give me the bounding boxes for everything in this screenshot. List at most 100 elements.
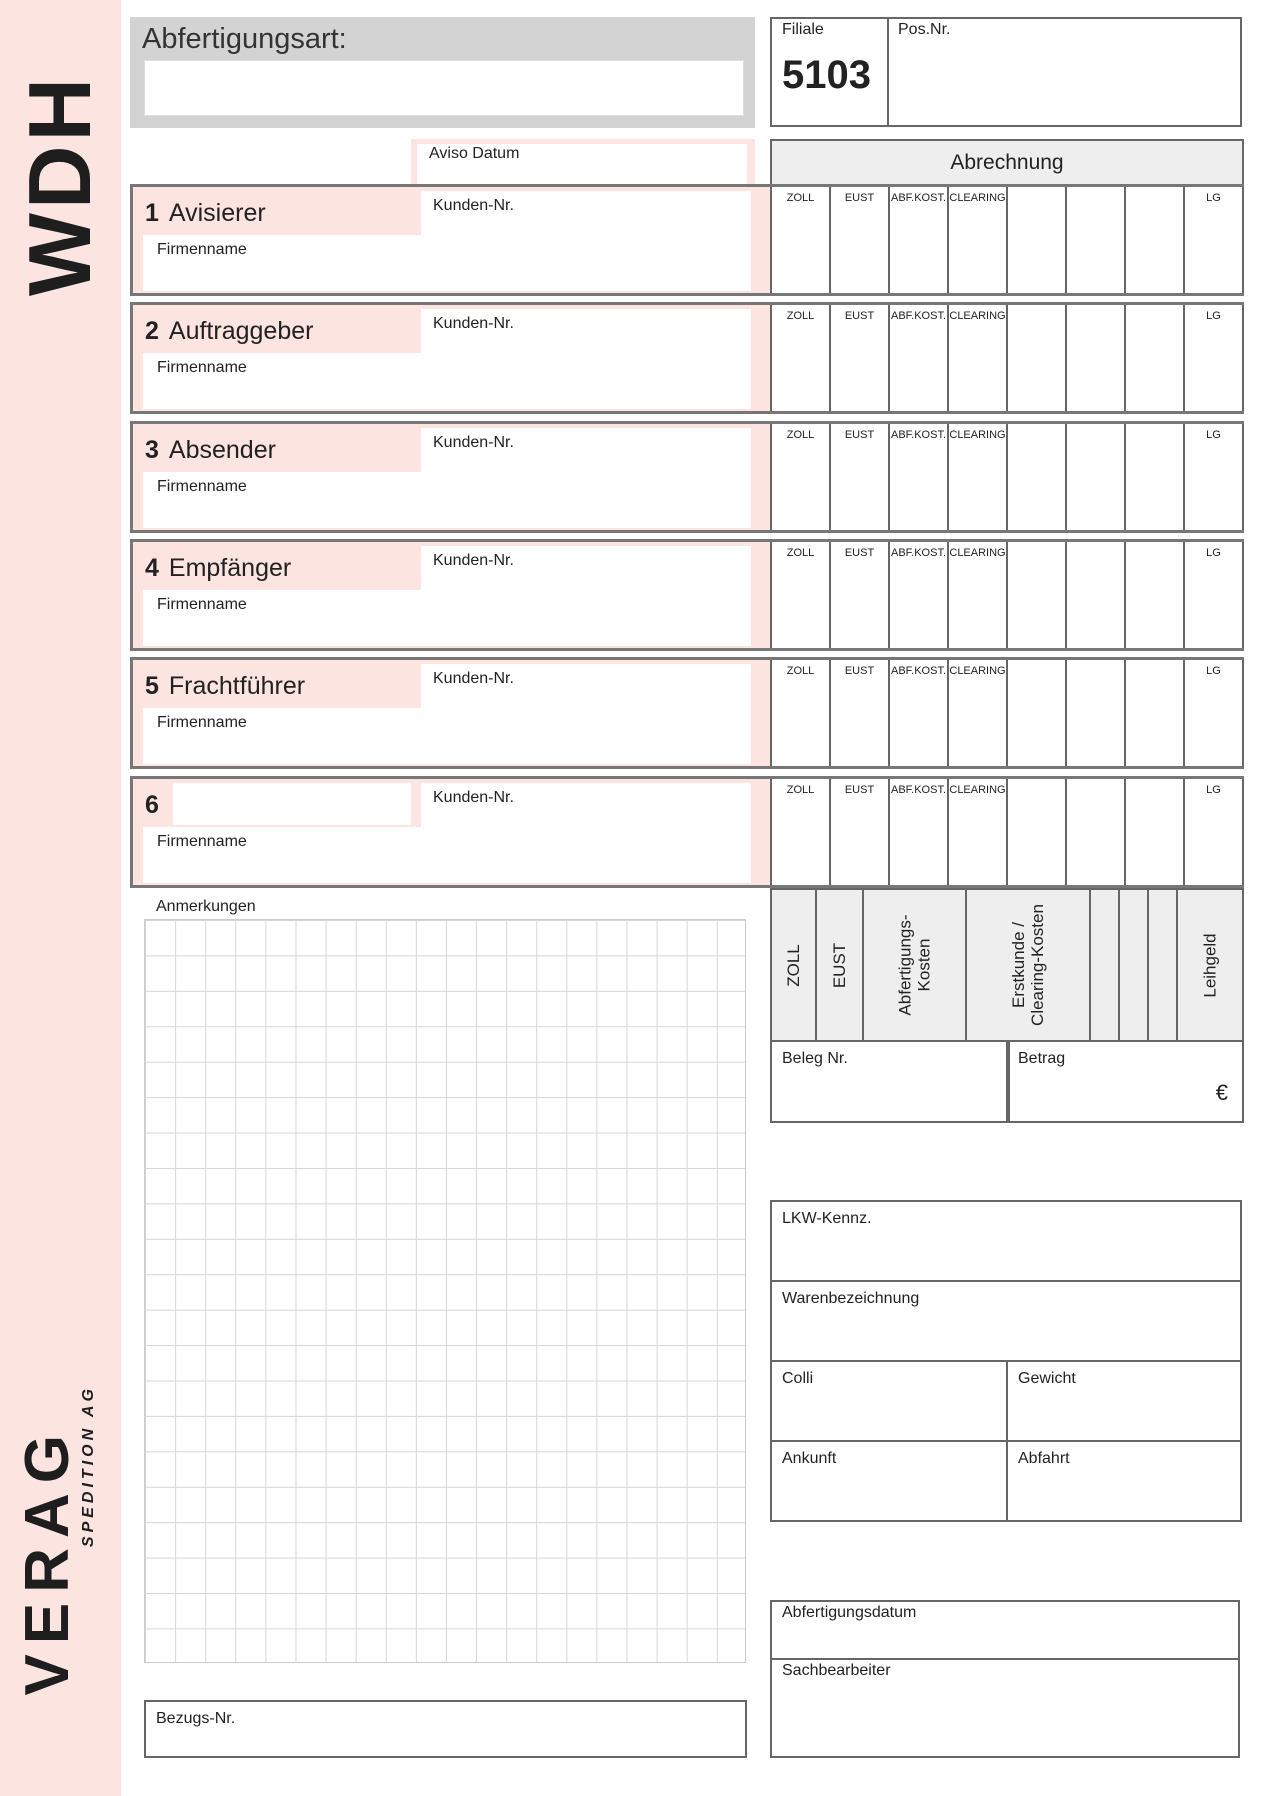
firmenname-field[interactable]: Firmenname [143, 708, 751, 765]
abrechnung-cell[interactable]: CLEARING [947, 423, 1006, 530]
vh-abfertigungskosten-label: Abfertigungs- Kosten [895, 914, 934, 1016]
abrechnung-cell[interactable]: CLEARING [947, 187, 1006, 293]
firmenname-label: Firmenname [157, 595, 247, 613]
firmenname-field[interactable]: Firmenname [143, 826, 751, 883]
abrechnung-cell[interactable] [1006, 541, 1065, 648]
abrechnung-cell[interactable]: LG [1183, 541, 1244, 648]
beleg-label: Beleg Nr. [782, 1050, 848, 1067]
firmenname-field[interactable]: Firmenname [143, 471, 751, 528]
kunden-nr-field[interactable]: Kunden-Nr. [421, 309, 751, 355]
abrechnung-cell[interactable]: CLEARING [947, 541, 1006, 648]
abrechnung-vertical-headers: ZOLL EUST Abfertigungs- Kosten Erstkunde… [770, 888, 1244, 1042]
abfahrt-field[interactable]: Abfahrt [1006, 1440, 1242, 1522]
abrechnung-cell[interactable]: LG [1183, 187, 1244, 293]
abrechnung-cell[interactable]: LG [1183, 423, 1244, 530]
abrechnung-cell[interactable] [1124, 187, 1183, 293]
abrechnung-cell[interactable] [1124, 541, 1183, 648]
vh-leihgeld: Leihgeld [1175, 890, 1242, 1040]
abrechnung-cell[interactable]: EUST [829, 305, 888, 412]
abrechnung-cell[interactable] [1124, 305, 1183, 412]
brand-sub: SPEDITION AG [80, 1385, 97, 1548]
abrechnung-cell[interactable] [1006, 187, 1065, 293]
abrechnung-cell[interactable]: ABF.KOST. [888, 660, 947, 767]
abrechnung-cell[interactable]: CLEARING [947, 778, 1006, 885]
abrechnung-cell[interactable] [1124, 778, 1183, 885]
abrechnung-cell[interactable]: ABF.KOST. [888, 305, 947, 412]
section-title: 1 Avisierer [145, 199, 266, 228]
abrechnung-cell[interactable]: ZOLL [770, 187, 829, 293]
abrechnung-cell[interactable]: ZOLL [770, 778, 829, 885]
abrechnung-cell[interactable] [1065, 778, 1124, 885]
sachbearbeiter-field[interactable]: Sachbearbeiter [770, 1658, 1240, 1758]
vh-blank [1117, 890, 1147, 1040]
abrechnung-cell[interactable]: EUST [829, 187, 888, 293]
abrechnung-cell[interactable]: ZOLL [770, 541, 829, 648]
kunden-nr-field[interactable]: Kunden-Nr. [421, 427, 751, 473]
filiale-box: Filiale 5103 Pos.Nr. [770, 17, 1242, 127]
lkw-field[interactable]: LKW-Kennz. [770, 1200, 1242, 1282]
section-number: 3 [145, 435, 159, 464]
abrechnung-cell[interactable]: EUST [829, 423, 888, 530]
bezugs-nr-field[interactable]: Bezugs-Nr. [144, 1700, 747, 1758]
kunden-nr-label: Kunden-Nr. [433, 551, 514, 569]
abrechnung-cell[interactable] [1065, 541, 1124, 648]
party-section-5: 5 Frachtführer Kunden-Nr. Firmenname [130, 657, 770, 770]
aviso-datum-field[interactable] [417, 144, 747, 187]
abrechnung-cell[interactable]: LG [1183, 305, 1244, 412]
anmerkungen-grid[interactable] [144, 919, 746, 1663]
section-title: 3 Absender [145, 436, 276, 465]
kunden-nr-field[interactable]: Kunden-Nr. [421, 664, 751, 710]
abrechnung-cell[interactable] [1065, 187, 1124, 293]
kunden-nr-field[interactable]: Kunden-Nr. [421, 191, 751, 236]
abrechnung-cell[interactable]: ABF.KOST. [888, 423, 947, 530]
firmenname-field[interactable]: Firmenname [143, 353, 751, 410]
abrechnung-cell[interactable] [1065, 660, 1124, 767]
vh-eust-label: EUST [829, 942, 849, 988]
abrechnung-cell[interactable]: ABF.KOST. [888, 778, 947, 885]
sachbearbeiter-label: Sachbearbeiter [782, 1662, 891, 1679]
abrechnung-cell[interactable] [1124, 660, 1183, 767]
abrechnung-cell[interactable] [1065, 305, 1124, 412]
beleg-field[interactable]: Beleg Nr. [770, 1040, 1010, 1123]
abrechnung-cell[interactable]: CLEARING [947, 305, 1006, 412]
ankunft-field[interactable]: Ankunft [770, 1440, 1008, 1522]
abrechnung-cell[interactable] [1006, 305, 1065, 412]
abrechnung-cell[interactable]: ZOLL [770, 305, 829, 412]
abrechnung-cell[interactable]: EUST [829, 541, 888, 648]
firmenname-label: Firmenname [157, 359, 247, 377]
bezugs-nr-label: Bezugs-Nr. [156, 1710, 236, 1727]
abrechnung-cell[interactable] [1006, 423, 1065, 530]
firmenname-field[interactable]: Firmenname [143, 235, 751, 291]
abrechnung-cell[interactable] [1006, 778, 1065, 885]
abrechnung-cell[interactable]: EUST [829, 660, 888, 767]
betrag-field[interactable]: Betrag € [1006, 1040, 1244, 1123]
abfertigungsart-field[interactable] [144, 60, 744, 116]
abrechnung-cell[interactable] [1124, 423, 1183, 530]
filiale-divider [887, 19, 889, 125]
kunden-nr-field[interactable]: Kunden-Nr. [421, 545, 751, 591]
colli-field[interactable]: Colli [770, 1360, 1008, 1442]
abrechnung-cell[interactable]: CLEARING [947, 660, 1006, 767]
abfertigungsdatum-field[interactable]: Abfertigungsdatum [770, 1600, 1240, 1660]
abrechnung-cell[interactable]: ABF.KOST. [888, 541, 947, 648]
abrechnung-cell[interactable] [1006, 660, 1065, 767]
gewicht-field[interactable]: Gewicht [1006, 1360, 1242, 1442]
vh-abfertigungskosten: Abfertigungs- Kosten [861, 890, 965, 1040]
waren-field[interactable]: Warenbezeichnung [770, 1280, 1242, 1362]
abrechnung-cell[interactable] [1065, 423, 1124, 530]
firmenname-field[interactable]: Firmenname [143, 589, 751, 646]
abrechnung-cell[interactable]: ZOLL [770, 423, 829, 530]
party-section-4: 4 Empfänger Kunden-Nr. Firmenname [130, 538, 770, 651]
waren-label: Warenbezeichnung [782, 1290, 920, 1307]
section-number: 1 [145, 199, 159, 227]
kunden-nr-field[interactable]: Kunden-Nr. [421, 782, 751, 828]
abrechnung-cell[interactable]: EUST [829, 778, 888, 885]
posnr-field[interactable] [890, 43, 1240, 123]
abrechnung-cell[interactable]: LG [1183, 778, 1244, 885]
custom-party-title-field[interactable] [173, 782, 411, 825]
abrechnung-cell[interactable]: ABF.KOST. [888, 187, 947, 293]
abrechnung-cell[interactable]: ZOLL [770, 660, 829, 767]
party-section-2: 2 Auftraggeber Kunden-Nr. Firmenname [130, 302, 770, 415]
form-code: WDH [10, 60, 109, 310]
abrechnung-cell[interactable]: LG [1183, 660, 1244, 767]
